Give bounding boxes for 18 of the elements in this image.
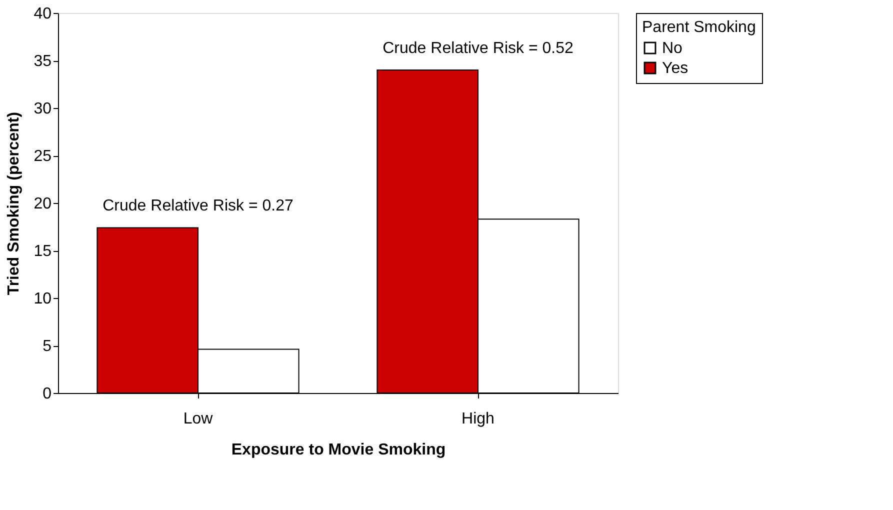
- legend-label: No: [662, 40, 683, 57]
- y-tick-label: 35: [34, 53, 52, 70]
- x-tick-label: High: [462, 410, 494, 428]
- x-axis-title: Exposure to Movie Smoking: [231, 442, 446, 458]
- x-tick-label: Low: [183, 410, 214, 428]
- y-tick-label: 25: [34, 148, 52, 165]
- legend-label: Yes: [662, 60, 688, 77]
- y-tick-label: 0: [42, 386, 52, 402]
- y-axis-title: Tried Smoking (percent): [6, 112, 23, 296]
- y-tick-label: 10: [34, 290, 52, 308]
- y-tick-label: 30: [34, 100, 52, 118]
- annotation: Crude Relative Risk = 0.52: [382, 40, 574, 57]
- annotation: Crude Relative Risk = 0.27: [102, 198, 294, 215]
- legend-title: Parent Smoking: [642, 19, 756, 36]
- y-tick-label: 15: [34, 243, 52, 260]
- y-tick-label: 40: [34, 6, 52, 22]
- y-tick-label: 5: [42, 338, 52, 355]
- y-tick-label: 20: [34, 196, 52, 212]
